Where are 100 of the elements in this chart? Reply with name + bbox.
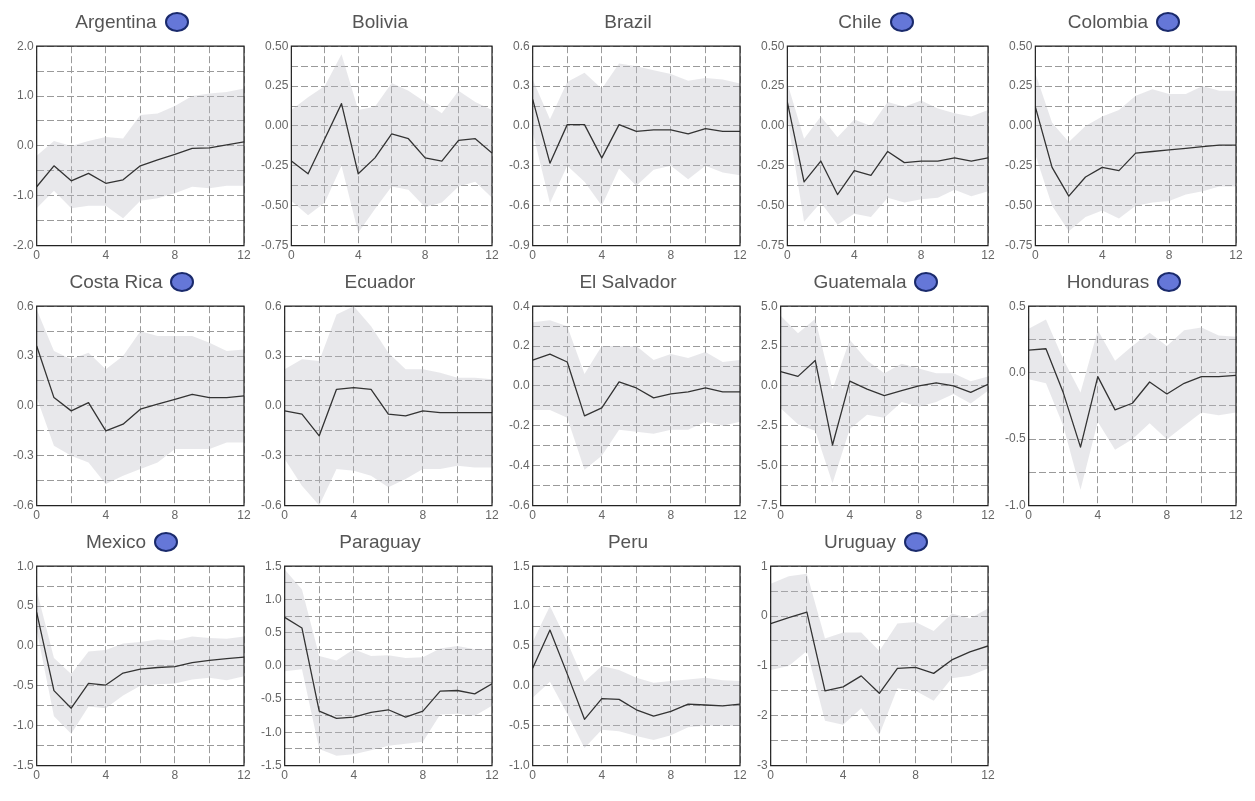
y-tick-label: 0.0 [264,398,282,413]
y-tick-label: -7.5 [756,497,778,512]
x-tick-label: 12 [237,768,251,783]
y-tick-label: 0.6 [512,38,530,53]
y-tick-label: 0.0 [760,378,778,393]
y-tick-label: 0.6 [16,298,34,313]
x-tick-label: 12 [237,248,251,263]
y-tick-label: 0.0 [264,658,282,673]
x-tick-label: 12 [485,768,499,783]
y-tick-label: -0.5 [508,718,530,733]
x-tick-label: 12 [981,768,995,783]
x-tick-label: 8 [667,248,675,263]
x-tick-label: 8 [421,248,429,263]
y-tick-label: 1.0 [16,88,34,103]
y-tick-label: -0.4 [508,458,530,473]
y-tick-label: 0.5 [512,638,530,653]
y-tick-label: 0.50 [264,38,289,53]
x-tick-label: 4 [839,768,847,783]
y-tick-label: -0.6 [260,497,282,512]
x-tick-label: 12 [733,248,747,263]
y-tick-label: 0.2 [512,338,530,353]
y-tick-label: 0.0 [512,678,530,693]
y-tick-label: 1.0 [264,591,282,606]
y-tick-label: 0.0 [512,118,530,133]
x-tick-label: 8 [667,508,675,523]
y-tick-label: 0.50 [760,38,785,53]
x-tick-label: 4 [1094,508,1102,523]
y-tick-label: -0.5 [260,691,282,706]
x-tick-label: 12 [485,248,499,263]
y-tick-label: 1 [760,558,768,573]
y-tick-label: 0.00 [264,118,289,133]
y-tick-label: -1.0 [1004,497,1026,512]
chart-title: Brazil [604,11,652,33]
x-tick-label: 12 [733,768,747,783]
chart-title: Costa Rica [69,271,163,293]
y-tick-label: 0.0 [1008,364,1026,379]
x-tick-label: 4 [354,248,362,263]
x-tick-label: 8 [1163,508,1171,523]
x-tick-label: 4 [350,508,358,523]
y-tick-label: 0.4 [512,298,530,313]
y-tick-label: 0.5 [16,598,34,613]
x-tick-label: 8 [171,508,179,523]
x-tick-label: 12 [981,508,995,523]
y-tick-label: 0.5 [264,624,282,639]
x-tick-label: 8 [915,508,923,523]
y-tick-label: 0 [760,608,768,623]
y-tick-label: -0.50 [260,198,289,213]
y-tick-label: 2.0 [16,38,34,53]
y-tick-label: 0.50 [1008,38,1033,53]
x-tick-label: 8 [667,768,675,783]
y-tick-label: 1.5 [512,558,530,573]
y-tick-label: -0.75 [1004,237,1033,252]
y-tick-label: -0.5 [12,678,34,693]
y-tick-label: -2.5 [756,418,778,433]
chart-title: El Salvador [579,271,677,293]
x-tick-label: 12 [981,248,995,263]
y-tick-label: -0.6 [12,497,34,512]
y-tick-label: -0.25 [756,158,785,173]
y-tick-label: 0.3 [16,348,34,363]
x-tick-label: 12 [1229,508,1243,523]
y-tick-label: -1 [757,658,768,673]
y-tick-label: -0.3 [12,448,34,463]
y-tick-label: -0.6 [508,198,530,213]
y-tick-label: 1.0 [16,558,34,573]
x-tick-label: 4 [102,248,110,263]
y-tick-label: -3 [757,757,768,772]
x-tick-label: 8 [912,768,920,783]
y-tick-label: -0.75 [756,237,785,252]
chart-title: Uruguay [824,531,896,553]
y-tick-label: -1.0 [12,718,34,733]
chart-title: Paraguay [339,531,421,553]
y-tick-label: -5.0 [756,458,778,473]
y-tick-label: 0.25 [264,78,289,93]
y-tick-label: -0.6 [508,497,530,512]
y-tick-label: -0.75 [260,237,289,252]
x-tick-label: 4 [1098,248,1106,263]
y-tick-label: -0.25 [1004,158,1033,173]
y-tick-label: 1.5 [264,558,282,573]
y-tick-label: 0.0 [512,378,530,393]
x-tick-label: 4 [598,768,606,783]
y-tick-label: -1.5 [260,757,282,772]
x-tick-label: 12 [485,508,499,523]
y-tick-label: -0.50 [756,198,785,213]
y-tick-label: -0.9 [508,237,530,252]
y-tick-label: 0.25 [1008,78,1033,93]
x-tick-label: 4 [850,248,858,263]
y-tick-label: 0.25 [760,78,785,93]
y-tick-label: 2.5 [760,338,778,353]
y-tick-label: 0.0 [16,138,34,153]
chart-title: Guatemala [813,271,907,293]
y-tick-label: -1.0 [12,188,34,203]
y-tick-label: -0.3 [260,448,282,463]
y-tick-label: 0.3 [264,348,282,363]
y-tick-label: -1.5 [12,757,34,772]
x-tick-label: 4 [598,508,606,523]
x-tick-label: 4 [846,508,854,523]
x-tick-label: 4 [598,248,606,263]
y-tick-label: 5.0 [760,298,778,313]
y-tick-label: 0.3 [512,78,530,93]
x-tick-label: 8 [419,768,427,783]
